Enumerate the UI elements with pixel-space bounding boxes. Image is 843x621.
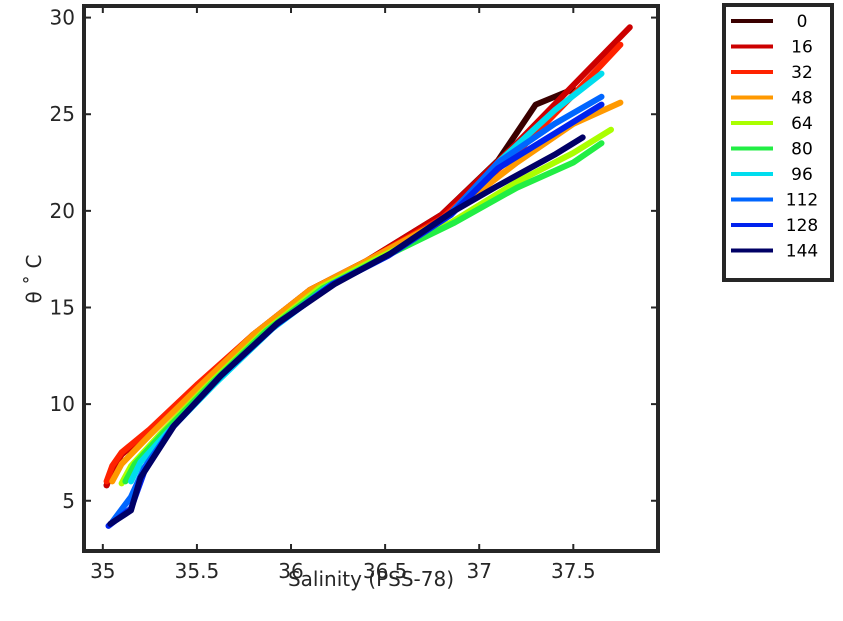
legend-label-96: 96 [791, 165, 813, 185]
series-layer [103, 24, 633, 529]
legend-label-64: 64 [791, 114, 813, 134]
y-tick-label: 15 [50, 295, 75, 319]
legend-box [722, 3, 834, 282]
legend-label-32: 32 [791, 63, 813, 83]
x-tick-label: 35.5 [175, 559, 220, 583]
legend-label-48: 48 [791, 89, 813, 109]
y-axis: 5 10 15 20 25 30 [50, 6, 658, 513]
y-tick-label: 25 [50, 102, 75, 126]
x-tick-label: 37 [466, 559, 491, 583]
legend-label-80: 80 [791, 140, 813, 160]
y-axis-label: θ ˚ C [22, 255, 46, 304]
x-axis: 35 35.5 36 36.5 37 37.5 [90, 6, 596, 583]
plot-frame [82, 4, 660, 553]
legend-label-112: 112 [786, 191, 818, 211]
y-tick-label: 20 [50, 199, 75, 223]
series-line-144 [107, 134, 586, 527]
legend-label-0: 0 [797, 12, 808, 32]
legend-label-144: 144 [786, 242, 818, 262]
legend-label-128: 128 [786, 216, 818, 236]
y-tick-label: 5 [62, 489, 75, 513]
x-axis-label: Salinity (PSS-78) [288, 567, 454, 591]
x-tick-label: 37.5 [551, 559, 596, 583]
x-tick-label: 36.5 [363, 559, 408, 583]
legend: 0 16 32 48 64 80 96 112 128 144 [722, 3, 834, 282]
legend-label-16: 16 [791, 38, 813, 58]
series-line-48 [109, 99, 624, 485]
x-tick-label: 36 [278, 559, 303, 583]
y-tick-label: 30 [50, 6, 75, 30]
x-tick-label: 35 [90, 559, 115, 583]
y-tick-label: 10 [50, 392, 75, 416]
